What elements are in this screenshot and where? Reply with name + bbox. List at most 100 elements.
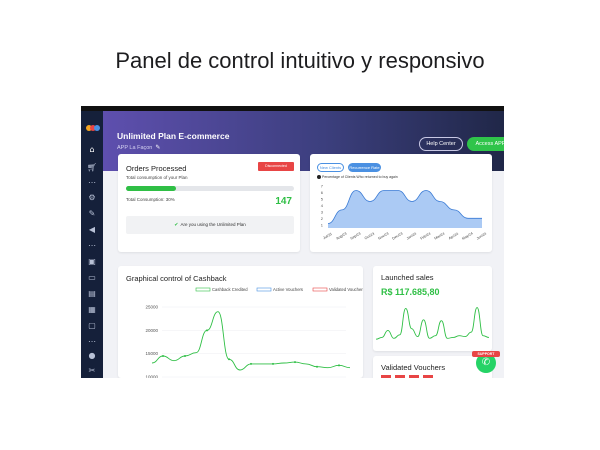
monitor-icon[interactable]: ▢ [88, 321, 96, 330]
consumption-progress-fill [126, 186, 177, 191]
support-label: SUPPORT [472, 351, 500, 357]
y-tick-label: 25000 [145, 305, 158, 310]
data-point [184, 355, 186, 357]
sales-card: Launched sales R$ 117.685,80 [373, 266, 492, 351]
recurrence-area-chart: 12 34 56 7 Jul/23 Aug/23 Sep/23 Oct/23 Nov/23 Dec… [321, 183, 487, 241]
recurrence-line [327, 190, 482, 224]
y-tick-label: 6 [321, 190, 324, 195]
y-tick-label: 1 [321, 222, 324, 227]
app-name: APP La Façon [117, 145, 153, 151]
y-tick-label: 5 [321, 196, 324, 201]
cashback-line-chart: Cashback Credited Active Vouchers Validate… [145, 287, 363, 379]
vouchers-title: Validated Vouchers [381, 363, 446, 372]
plan-info-box: ✔ Are you using the Unlimited Plan [126, 216, 294, 234]
tab-recurrence-rate[interactable]: Recurrence Rate [348, 163, 381, 172]
legend-swatch [195, 287, 211, 292]
x-tick-label: Jun/24 [476, 232, 487, 241]
clients-legend: Percentage of Clients Who returned to bu… [317, 175, 398, 180]
y-tick-label: 10000 [145, 375, 158, 379]
gear-icon[interactable]: ⚙ [88, 193, 96, 202]
help-center-button[interactable]: Help Center [419, 137, 463, 151]
grid-icon[interactable]: ▦ [88, 305, 96, 314]
status-badge[interactable]: Disconnected [258, 162, 294, 171]
y-tick-label: 7 [321, 183, 324, 188]
access-app-button[interactable]: Access APP [467, 137, 504, 151]
legend-swatch [256, 287, 272, 292]
orders-title: Orders Processed [126, 164, 187, 173]
x-tick-label: Mar/24 [434, 232, 446, 241]
x-tick-label: May/24 [461, 231, 473, 240]
home-icon[interactable]: ⌂ [89, 145, 95, 154]
x-tick-label: Dec/23 [392, 232, 404, 241]
data-point [294, 361, 296, 364]
x-tick-label: Nov/23 [378, 232, 390, 241]
chat-icon[interactable]: ▭ [88, 273, 96, 282]
box-icon[interactable]: ▣ [88, 257, 96, 266]
legend-label: Validated Vouchers [329, 287, 363, 292]
plan-info-text: Are you using the Unlimited Plan [180, 222, 246, 227]
x-tick-label: Apr/24 [448, 232, 459, 241]
sales-sparkline [375, 307, 490, 340]
tab-new-clients[interactable]: New Clients [317, 163, 344, 172]
x-tick-label: Oct/23 [364, 232, 375, 241]
sales-title: Launched sales [381, 273, 434, 282]
legend-label: Cashback Credited [212, 287, 248, 292]
x-tick-label: Feb/24 [420, 232, 432, 241]
more-icon[interactable]: ⋯ [88, 337, 96, 346]
megaphone-icon[interactable]: ◀ [88, 225, 96, 234]
app-logo [86, 125, 100, 131]
legend-dot-icon [317, 175, 321, 180]
support-widget[interactable]: ✆ SUPPORT [472, 351, 500, 377]
more-icon[interactable]: ⋯ [88, 241, 96, 250]
y-tick-label: 2 [321, 216, 324, 221]
brush-icon[interactable]: ✎ [88, 209, 96, 218]
y-tick-label: 3 [321, 209, 324, 214]
orders-card: Orders Processed Disconnected Total cons… [118, 154, 300, 252]
legend-label: Active Vouchers [273, 287, 303, 292]
sales-line [375, 307, 490, 340]
sales-value: R$ 117.685,80 [381, 287, 440, 297]
x-tick-label: Aug/23 [336, 232, 348, 241]
data-point [272, 362, 274, 365]
recurrence-area [328, 190, 482, 228]
data-point [338, 364, 340, 367]
sidebar: ⌂ 🛒︎ ⋯ ⚙ ✎ ◀ ⋯ ▣ ▭ ▤ ▦ ▢ ⋯ ● ✂ [81, 111, 103, 378]
check-icon: ✔ [174, 222, 179, 228]
x-tick-label: Jan/24 [406, 232, 417, 241]
window-top-strip [81, 106, 504, 111]
app-name-row: APP La Façon ✎ [117, 144, 160, 151]
cashback-title: Graphical control of Cashback [126, 274, 227, 283]
cashback-credited-line [151, 311, 351, 371]
page-headline: Panel de control intuitivo y responsivo [115, 48, 485, 73]
y-tick-label: 4 [321, 203, 324, 208]
orders-subtitle: Total consumption of your Plan [126, 175, 188, 180]
users-icon[interactable]: ● [88, 351, 96, 360]
vouchers-card: Validated Vouchers [373, 356, 492, 378]
wrench-icon[interactable]: ✂ [88, 366, 96, 375]
y-tick-label: 15000 [145, 351, 158, 356]
clients-card: New Clients Recurrence Rate Percentage o… [310, 154, 492, 252]
x-tick-label: Sep/23 [350, 232, 362, 241]
data-point [228, 358, 230, 361]
legend-swatch [312, 287, 328, 292]
cashback-card: Graphical control of Cashback Cashback C… [118, 266, 363, 378]
x-tick-label: Jul/23 [322, 232, 332, 240]
consumption-progress-bar [126, 186, 294, 191]
plan-title: Unlimited Plan E-commerce [117, 131, 230, 141]
y-tick-label: 20000 [145, 328, 158, 333]
more-icon[interactable]: ⋯ [88, 178, 96, 187]
edit-icon[interactable]: ✎ [155, 145, 161, 151]
consumption-label: Total Consumption: 30% [126, 197, 175, 202]
whatsapp-icon[interactable]: ✆ [476, 353, 496, 373]
data-point [316, 365, 318, 368]
dashboard-screenshot: ⌂ 🛒︎ ⋯ ⚙ ✎ ◀ ⋯ ▣ ▭ ▤ ▦ ▢ ⋯ ● ✂ Unlimited… [81, 106, 504, 378]
clients-legend-text: Percentage of Clients Who returned to bu… [322, 175, 398, 179]
orders-count: 147 [275, 196, 292, 207]
window-icon[interactable]: ▤ [88, 289, 96, 298]
data-point [250, 362, 252, 365]
vouchers-value-cropped [381, 375, 433, 378]
data-point [206, 329, 208, 332]
data-point [162, 355, 164, 357]
cart-icon[interactable]: 🛒︎ [86, 163, 98, 172]
